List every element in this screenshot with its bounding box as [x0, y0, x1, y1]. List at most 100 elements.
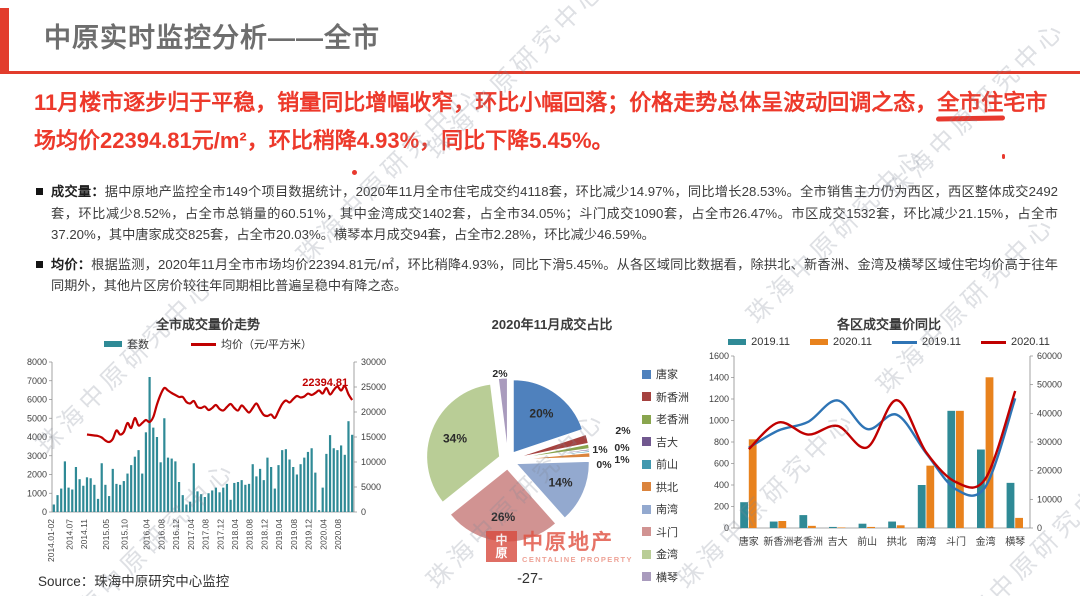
volume-bar [130, 465, 133, 512]
pie-legend-label: 唐家 [656, 369, 678, 381]
right-axis-tick-label: 15000 [361, 432, 386, 442]
pie-slice-新香洲 [516, 433, 589, 459]
volume-bar [52, 504, 55, 512]
x-axis-tick-label: 2015.10 [120, 519, 130, 550]
volume-bar [141, 473, 144, 512]
district-bar [837, 527, 846, 528]
pie-legend-swatch [642, 527, 651, 536]
volume-bar [251, 464, 254, 512]
headline-underline-dot [352, 170, 357, 175]
volume-bar [203, 497, 206, 512]
x-axis-tick-label: 2014.11 [79, 519, 89, 549]
pie-legend-label: 横琴 [656, 571, 678, 584]
x-axis-tick-label: 2017.04 [186, 519, 196, 550]
volume-bar [284, 449, 287, 512]
volume-bar [255, 476, 258, 512]
pie-slice-横琴 [497, 377, 508, 452]
volume-bar [351, 434, 354, 512]
bullet-text: 根据监测，2020年11月全市市场均价22394.81元/㎡，环比稍降4.93%… [51, 256, 1058, 294]
district-bar [858, 523, 867, 528]
volume-bar [299, 464, 302, 512]
right-axis-tick-label: 20000 [1037, 466, 1062, 476]
right-axis-tick-label: 20000 [361, 407, 386, 417]
volume-bar [321, 487, 324, 512]
district-bar [799, 515, 808, 528]
chart-title: 2020年11月成交占比 [491, 317, 613, 332]
pie-legend-label: 拱北 [656, 481, 678, 494]
pie-label-金湾: 34% [443, 432, 467, 446]
pie-legend-label: 斗门 [656, 526, 678, 539]
volume-bar [229, 499, 232, 512]
pie-legend-item: 金湾 [642, 546, 689, 562]
x-category-label: 新香洲 [763, 535, 793, 548]
pie-legend-label: 新香洲 [656, 391, 689, 404]
district-bar [829, 526, 837, 528]
pie-legend-label: 老香洲 [656, 414, 689, 426]
volume-bar [93, 484, 96, 512]
pie-legend-swatch [642, 369, 651, 379]
volume-bar [258, 468, 262, 512]
pie-label-唐家: 20% [529, 407, 553, 421]
left-axis-tick-label: 600 [714, 459, 729, 469]
volume-bar [317, 510, 321, 512]
volume-price-trend-svg: 0 1000 2000 3000 4000 5000 6000 7000 8000 0 5000 10… [27, 357, 386, 562]
x-category-label: 老香洲 [793, 535, 823, 548]
right-axis-tick-label: 60000 [1037, 351, 1062, 361]
volume-bar [152, 427, 155, 512]
volume-bar [159, 462, 162, 512]
x-axis-tick-label: 2020.08 [333, 519, 343, 550]
volume-bar [292, 467, 295, 512]
legend-label: 套数 [126, 339, 149, 351]
logo-seal-char: 原 [495, 545, 508, 560]
legend-bar-swatch [103, 341, 122, 347]
district-bar [1015, 517, 1023, 528]
volume-bar [115, 483, 118, 512]
chart-district-yoy: 各区成交量价同比 2019.11 2020.11 2019.11 2020.11 0 2… [700, 314, 1078, 559]
district-bar [888, 521, 896, 528]
volume-bar [74, 467, 78, 512]
headline-underline-1: 全市住 [937, 90, 1004, 115]
volume-bar [71, 489, 74, 512]
volume-bar [60, 488, 63, 512]
x-category-label: 横琴 [1005, 535, 1025, 548]
pie-slice-拱北 [516, 452, 591, 460]
volume-bar [170, 458, 173, 512]
headline-underline-2: 宅市场均价22394.81元/m² [34, 90, 1048, 153]
volume-bar [347, 421, 350, 512]
headline-part: 11月楼市逐步归于平稳，销量同比增幅收窄，环比小幅回落；价格走势总体呈波动回调之… [34, 90, 938, 115]
pie-label-前山: 0% [596, 459, 612, 471]
volume-bar [148, 377, 151, 512]
bar-series-2019.11 [740, 410, 1015, 528]
right-axis-tick-label: 10000 [361, 457, 386, 467]
volume-bar [192, 463, 195, 512]
volume-bar [155, 437, 159, 512]
pie-slice-唐家 [512, 379, 584, 454]
volume-bar [133, 456, 136, 512]
x-axis-tick-label: 2016.12 [171, 519, 181, 550]
volume-bar [181, 495, 184, 512]
pie-label-拱北: 1% [614, 454, 630, 466]
x-axis-tick-label: 2016.04 [142, 519, 152, 550]
right-axis-tick-label: 30000 [361, 357, 386, 367]
volume-bar [295, 474, 299, 512]
district-bar [1006, 482, 1015, 528]
left-axis-tick-label: 5000 [27, 413, 47, 423]
right-axis-tick-label: 40000 [1037, 408, 1062, 418]
legend-bar-swatch [810, 339, 829, 345]
left-axis-tick-label: 1000 [709, 416, 729, 426]
bullet-text: 据中原地产监控全市149个项目数据统计，2020年11月全市住宅成交约4118套… [51, 184, 1059, 242]
right-axis-tick-label: 0 [1037, 523, 1042, 533]
x-axis-tick-label: 2017.08 [201, 519, 211, 550]
x-category-label: 唐家 [739, 535, 759, 548]
logo-name: 中原地产 [522, 531, 614, 554]
volume-bar [310, 448, 313, 512]
volume-bar [196, 491, 199, 512]
logo-seal: 中 原 [486, 531, 517, 562]
volume-bar [174, 461, 177, 512]
volume-bar [200, 494, 203, 512]
x-axis-tick-label: 2019.12 [304, 519, 314, 550]
volume-bar [247, 483, 251, 512]
x-category-label: 南湾 [916, 535, 936, 548]
volume-bar [107, 496, 111, 512]
left-axis-tick-label: 800 [714, 437, 729, 447]
